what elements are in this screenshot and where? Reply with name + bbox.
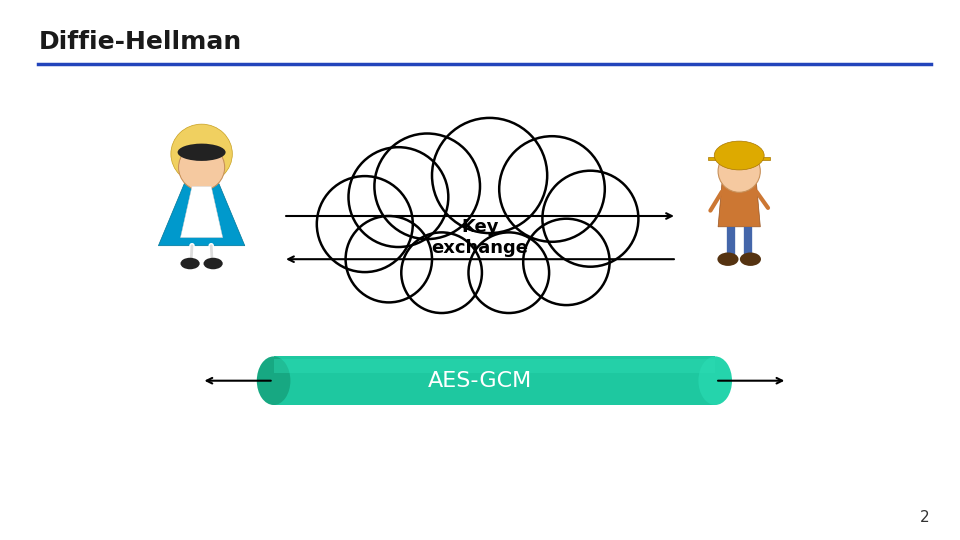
Ellipse shape [180, 145, 224, 190]
Ellipse shape [401, 232, 482, 313]
Ellipse shape [256, 356, 290, 405]
Ellipse shape [542, 171, 638, 267]
Polygon shape [718, 184, 760, 227]
Ellipse shape [179, 144, 225, 191]
Ellipse shape [178, 144, 226, 161]
Ellipse shape [714, 141, 764, 170]
Ellipse shape [348, 147, 448, 247]
Ellipse shape [499, 136, 605, 242]
Ellipse shape [523, 219, 610, 305]
Ellipse shape [204, 258, 223, 269]
Ellipse shape [717, 253, 738, 266]
Polygon shape [158, 184, 245, 246]
Ellipse shape [718, 150, 760, 192]
FancyBboxPatch shape [708, 157, 770, 160]
Ellipse shape [468, 232, 549, 313]
FancyBboxPatch shape [274, 359, 715, 374]
Polygon shape [180, 186, 223, 238]
Ellipse shape [341, 173, 619, 292]
Ellipse shape [317, 176, 413, 272]
FancyBboxPatch shape [274, 356, 715, 405]
Text: 2: 2 [920, 510, 929, 525]
Ellipse shape [699, 356, 732, 405]
Ellipse shape [180, 258, 200, 269]
Text: AES-GCM: AES-GCM [428, 370, 532, 391]
Text: Key
exchange: Key exchange [431, 218, 529, 257]
Ellipse shape [374, 133, 480, 239]
Ellipse shape [432, 118, 547, 233]
Ellipse shape [171, 124, 232, 184]
Ellipse shape [740, 253, 761, 266]
Text: Diffie-Hellman: Diffie-Hellman [38, 30, 242, 53]
Ellipse shape [346, 216, 432, 302]
